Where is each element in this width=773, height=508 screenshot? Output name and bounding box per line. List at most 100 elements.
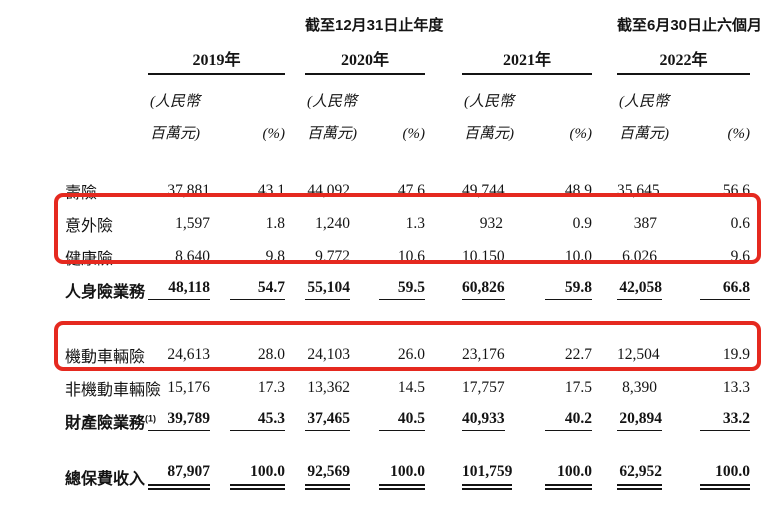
value-cell: 45.3 [210,404,285,437]
year-header-2020: 2020年 [305,44,425,75]
unit-million-2020: 百萬元) [307,126,357,142]
value-cell: 8,390 [622,378,657,396]
year-header-2021: 2021年 [462,44,592,75]
section-gap [56,306,750,338]
value-cell: 20,894 [617,404,662,437]
value-cell: 1,597 [175,214,210,232]
value-cell: 15,176 [167,378,210,396]
value-cell: 8,640 [175,247,210,265]
value-cell: 13.3 [722,378,750,396]
value-cell: 33.2 [657,404,750,437]
value-cell: 1,240 [315,214,350,232]
value-cell: 59.5 [350,273,425,306]
premium-income-table: 截至12月31日止年度 截至6月30日止六個月 2019年 2020年 2021… [56,14,762,493]
value-cell: 44,092 [307,181,350,199]
value-cell: 59.8 [503,273,592,306]
row-life-insurance: 壽險 37,881 43.1 44,092 47.6 49,744 48.9 3… [56,174,750,207]
value-cell: 10.0 [564,247,592,265]
unit-million-2019: 百萬元) [150,126,200,142]
unit-rmb-2021: (人民幣 [464,94,514,110]
row-motor-vehicle-insurance: 機動車輛險 24,613 28.0 24,103 26.0 23,176 22.… [56,338,750,371]
row-non-motor-vehicle-insurance: 非機動車輛險 15,176 17.3 13,362 14.5 17,757 17… [56,371,750,404]
row-label: 總保費收入 [65,470,146,488]
unit-header-row-1: (人民幣 (人民幣 (人民幣 (人民幣 [56,74,750,113]
value-cell: 1.3 [405,214,425,232]
value-cell: 62,952 [617,460,662,493]
value-cell: 17.3 [257,378,285,396]
value-cell: 47.6 [397,181,425,199]
value-cell: 49,744 [462,181,505,199]
value-cell: 39,789 [148,404,210,437]
value-cell: 87,907 [148,460,210,493]
row-health-insurance: 健康險 8,640 9.8 9,772 10.6 10,150 10.0 6,0… [56,240,750,273]
value-cell: 22.7 [564,345,592,363]
value-cell: 37,465 [305,404,350,437]
year-header-2022: 2022年 [617,44,750,75]
value-cell: 26.0 [397,345,425,363]
value-cell: 19.9 [722,345,750,363]
section-gap [56,437,750,460]
value-cell: 0.6 [730,214,750,232]
row-accident-insurance: 意外險 1,597 1.8 1,240 1.3 932 0.9 387 0.6 [56,207,750,240]
row-label: 財產險業務(1) [65,413,157,432]
footnote-marker: (1) [145,413,157,424]
percent-header-2022: (%) [727,126,751,142]
value-cell: 40,933 [462,404,505,437]
value-cell: 13,362 [307,378,350,396]
value-cell: 100.0 [210,460,285,493]
row-label: 壽險 [65,184,98,202]
value-cell: 17,757 [462,378,505,396]
value-cell: 17.5 [564,378,592,396]
period-header-row: 截至12月31日止年度 截至6月30日止六個月 [56,14,762,44]
unit-rmb-2022: (人民幣 [619,94,669,110]
unit-rmb-2019: (人民幣 [150,94,200,110]
value-cell: 12,504 [617,345,660,363]
value-cell: 43.1 [257,181,285,199]
value-cell: 35,645 [617,181,660,199]
value-cell: 55,104 [305,273,350,306]
value-cell: 92,569 [305,460,350,493]
row-label: 非機動車輛險 [65,381,162,399]
value-cell: 24,103 [307,345,350,363]
year-header-row: 2019年 2020年 2021年 2022年 [56,44,750,75]
value-cell: 48,118 [148,273,210,306]
value-cell: 9,772 [315,247,350,265]
value-cell: 54.7 [210,273,285,306]
value-cell: 1.8 [265,214,285,232]
row-label: 機動車輛險 [65,348,146,366]
value-cell: 6,026 [622,247,657,265]
value-cell: 23,176 [462,345,505,363]
value-cell: 60,826 [462,273,505,306]
value-cell: 66.8 [657,273,750,306]
value-cell: 10,150 [462,247,505,265]
unit-rmb-2020: (人民幣 [307,94,357,110]
row-label: 健康險 [65,250,114,268]
value-cell: 101,759 [462,460,513,493]
value-cell: 100.0 [503,460,592,493]
header-body-gap [56,148,750,174]
unit-header-row-2: 百萬元) (%) 百萬元) (%) 百萬元) (%) 百萬元) (%) [56,113,750,148]
value-cell: 40.2 [503,404,592,437]
value-cell: 48.9 [564,181,592,199]
row-total-premium-income: 總保費收入 87,907 100.0 92,569 100.0 101,759 … [56,460,750,493]
percent-header-2019: (%) [262,126,286,142]
value-cell: 37,881 [167,181,210,199]
unit-million-2021: 百萬元) [464,126,514,142]
value-cell: 0.9 [572,214,592,232]
value-cell: 9.8 [265,247,285,265]
value-cell: 42,058 [617,273,662,306]
value-cell: 10.6 [397,247,425,265]
value-cell: 387 [633,214,657,232]
value-cell: 24,613 [167,345,210,363]
value-cell: 100.0 [350,460,425,493]
unit-million-2022: 百萬元) [619,126,669,142]
period-annual-header: 截至12月31日止年度 [305,17,444,34]
row-label: 意外險 [65,217,114,235]
row-label: 人身險業務 [65,283,146,301]
row-personal-insurance-subtotal: 人身險業務 48,118 54.7 55,104 59.5 60,826 59.… [56,273,750,306]
percent-header-2020: (%) [402,126,426,142]
value-cell: 932 [479,214,503,232]
value-cell: 56.6 [722,181,750,199]
row-property-insurance-subtotal: 財產險業務(1) 39,789 45.3 37,465 40.5 40,933 … [56,404,750,437]
percent-header-2021: (%) [569,126,593,142]
